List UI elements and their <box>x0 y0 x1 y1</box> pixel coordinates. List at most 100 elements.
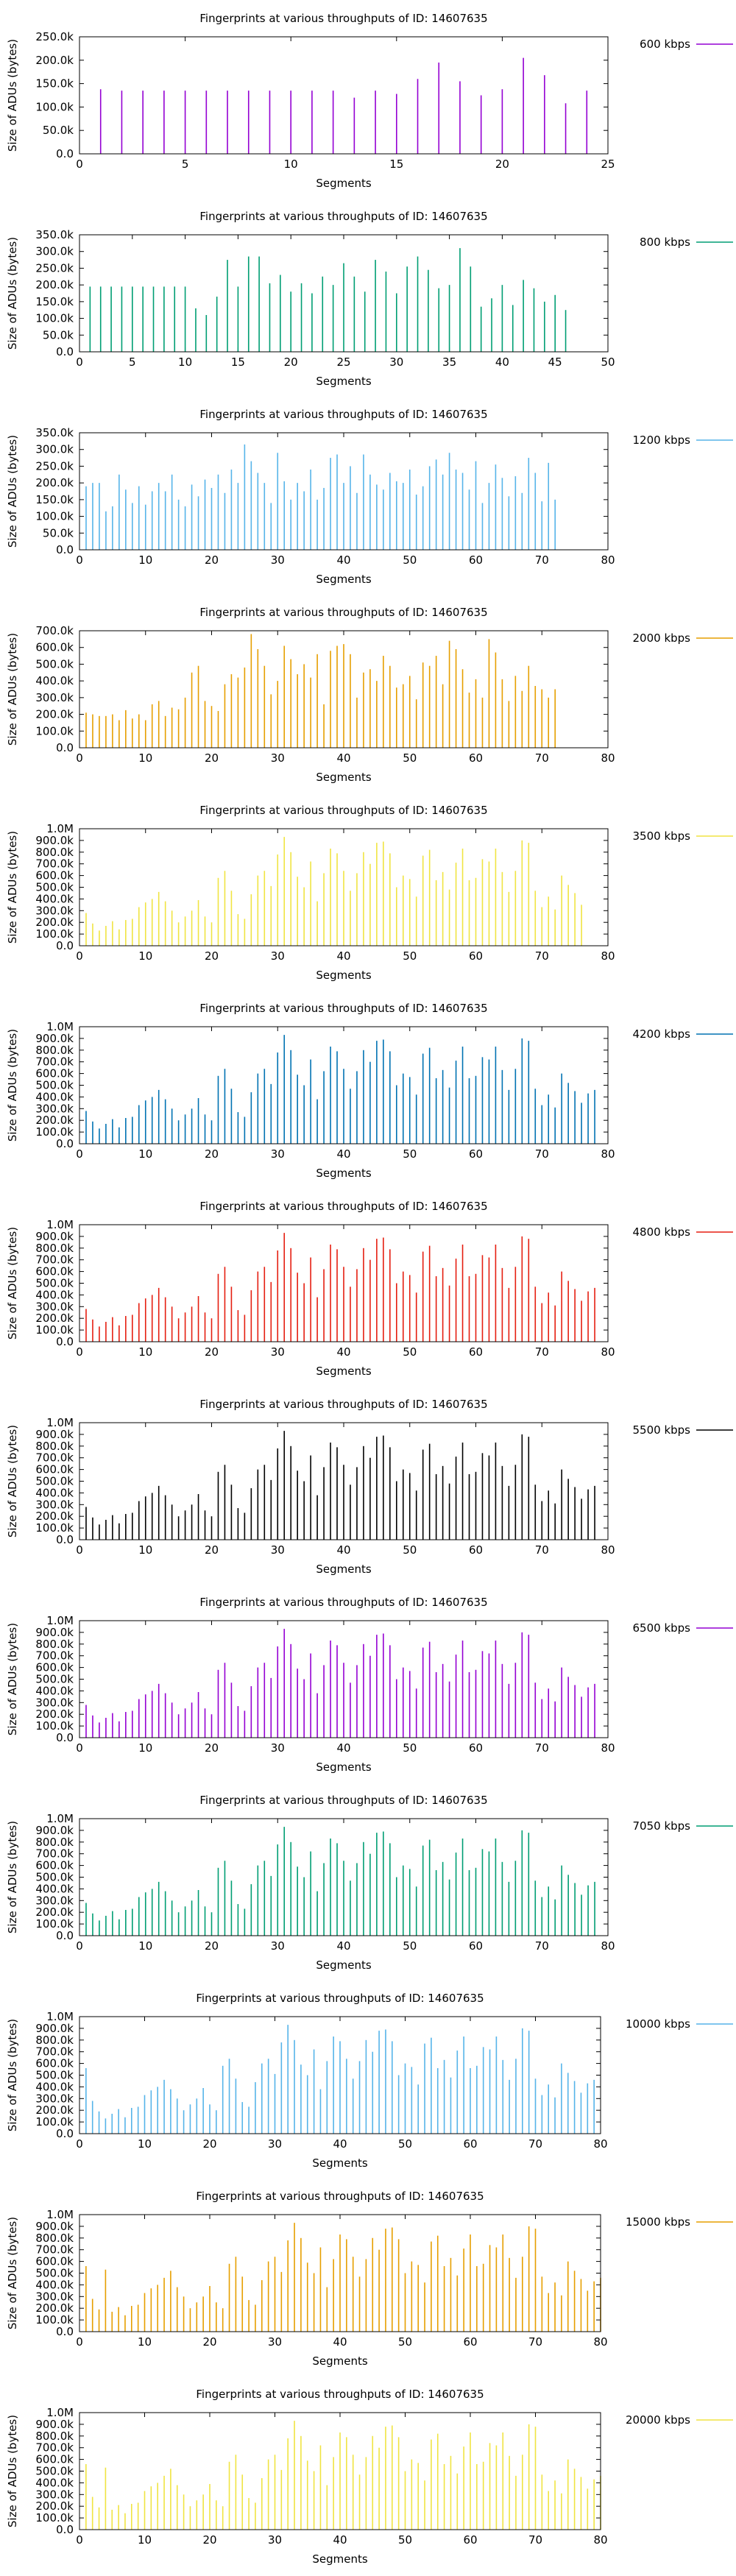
y-axis-label: Size of ADUs (bytes) <box>6 831 19 944</box>
x-tick-label: 80 <box>593 2533 607 2547</box>
y-tick-label: 200.0k <box>35 2499 74 2513</box>
x-tick-label: 20 <box>284 355 298 369</box>
chart-title: Fingerprints at various throughputs of I… <box>196 2388 484 2401</box>
chart-title: Fingerprints at various throughputs of I… <box>196 2190 484 2203</box>
x-tick-label: 60 <box>463 2137 477 2151</box>
y-tick-label: 300.0k <box>35 2488 74 2501</box>
x-tick-label: 0 <box>76 2137 83 2151</box>
y-tick-label: 0.0 <box>56 543 74 556</box>
y-tick-label: 300.0k <box>35 1894 74 1907</box>
x-axis-label: Segments <box>316 1563 372 1576</box>
y-tick-label: 100.0k <box>35 1521 74 1535</box>
x-tick-label: 15 <box>231 355 245 369</box>
x-tick-label: 50 <box>398 2335 412 2349</box>
x-tick-label: 50 <box>601 355 615 369</box>
chart-title: Fingerprints at various throughputs of I… <box>199 1794 487 1807</box>
y-tick-label: 800.0k <box>35 1638 74 1651</box>
x-tick-label: 60 <box>469 949 483 963</box>
y-tick-label: 400.0k <box>35 674 74 687</box>
y-tick-label: 900.0k <box>35 1626 74 1639</box>
y-tick-label: 1.0M <box>46 1812 74 1825</box>
x-tick-label: 0 <box>76 553 83 567</box>
y-tick-label: 250.0k <box>35 261 74 275</box>
y-tick-label: 100.0k <box>35 927 74 941</box>
y-tick-label: 1.0M <box>46 1218 74 1231</box>
x-tick-label: 80 <box>593 2335 607 2349</box>
x-tick-label: 60 <box>469 1543 483 1557</box>
y-tick-label: 1.0M <box>46 1020 74 1033</box>
chart-title: Fingerprints at various throughputs of I… <box>199 1398 487 1411</box>
x-tick-label: 40 <box>336 1741 350 1755</box>
x-axis-label: Segments <box>316 573 372 586</box>
legend-label: 20000 kbps <box>626 2413 690 2427</box>
y-tick-label: 200.0k <box>35 476 74 489</box>
y-tick-label: 100.0k <box>35 1917 74 1931</box>
y-tick-label: 500.0k <box>35 1475 74 1488</box>
x-tick-label: 45 <box>548 355 562 369</box>
y-tick-label: 1.0M <box>46 2208 74 2221</box>
chart-title: Fingerprints at various throughputs of I… <box>199 804 487 817</box>
x-tick-label: 0 <box>76 2335 83 2349</box>
x-tick-label: 30 <box>271 1741 285 1755</box>
x-tick-label: 10 <box>284 158 298 171</box>
x-tick-label: 50 <box>403 1939 417 1953</box>
y-tick-label: 800.0k <box>35 846 74 859</box>
x-tick-label: 70 <box>535 1147 549 1161</box>
x-axis-label: Segments <box>316 177 372 190</box>
y-tick-label: 200.0k <box>35 1906 74 1919</box>
x-tick-label: 20 <box>205 751 219 765</box>
legend-label: 4200 kbps <box>633 1027 691 1041</box>
y-tick-label: 200.0k <box>35 708 74 721</box>
y-tick-label: 800.0k <box>35 1242 74 1255</box>
y-tick-label: 350.0k <box>35 228 74 241</box>
x-tick-label: 50 <box>403 949 417 963</box>
y-axis-label: Size of ADUs (bytes) <box>6 39 19 152</box>
y-tick-label: 200.0k <box>35 54 74 67</box>
x-axis-label: Segments <box>316 1958 372 1972</box>
x-tick-label: 5 <box>182 158 189 171</box>
legend-label: 7050 kbps <box>633 1819 691 1833</box>
y-tick-label: 400.0k <box>35 2476 74 2489</box>
x-axis-label: Segments <box>316 1167 372 1180</box>
y-tick-label: 0.0 <box>56 2127 74 2140</box>
x-tick-label: 60 <box>463 2533 477 2547</box>
x-tick-label: 70 <box>528 2335 542 2349</box>
y-tick-label: 900.0k <box>35 1032 74 1045</box>
chart-title: Fingerprints at various throughputs of I… <box>199 210 487 223</box>
chart-panel-5: Fingerprints at various throughputs of I… <box>6 804 733 982</box>
y-axis-label: Size of ADUs (bytes) <box>6 1821 19 1933</box>
x-tick-label: 70 <box>528 2533 542 2547</box>
y-tick-label: 600.0k <box>35 641 74 654</box>
chart-panel-10: Fingerprints at various throughputs of I… <box>6 1794 733 1972</box>
x-tick-label: 20 <box>205 1345 219 1359</box>
y-tick-label: 0.0 <box>56 1335 74 1348</box>
legend-label: 6500 kbps <box>633 1621 691 1635</box>
legend-label: 10000 kbps <box>626 2017 690 2031</box>
x-tick-label: 10 <box>138 1939 152 1953</box>
y-tick-label: 1.0M <box>46 2010 74 2023</box>
x-tick-label: 60 <box>469 1345 483 1359</box>
plot-frame <box>79 432 609 551</box>
x-tick-label: 20 <box>202 2137 216 2151</box>
y-tick-label: 1.0M <box>46 822 74 835</box>
y-tick-label: 400.0k <box>35 1288 74 1301</box>
x-tick-label: 40 <box>336 751 350 765</box>
x-tick-label: 0 <box>76 355 83 369</box>
y-axis-label: Size of ADUs (bytes) <box>6 633 19 746</box>
x-tick-label: 70 <box>535 1543 549 1557</box>
y-tick-label: 900.0k <box>35 2418 74 2431</box>
x-tick-label: 30 <box>271 751 285 765</box>
x-tick-label: 40 <box>333 2533 347 2547</box>
x-tick-label: 0 <box>76 949 83 963</box>
y-tick-label: 300.0k <box>35 1696 74 1709</box>
y-tick-label: 300.0k <box>35 2290 74 2303</box>
y-tick-label: 400.0k <box>35 1090 74 1103</box>
x-tick-label: 40 <box>336 1939 350 1953</box>
x-tick-label: 60 <box>469 1939 483 1953</box>
chart-title: Fingerprints at various throughputs of I… <box>199 1596 487 1609</box>
plot-frame <box>79 1224 609 1342</box>
y-tick-label: 300.0k <box>35 1300 74 1313</box>
y-tick-label: 200.0k <box>35 1114 74 1127</box>
chart-panel-4: Fingerprints at various throughputs of I… <box>6 606 733 784</box>
